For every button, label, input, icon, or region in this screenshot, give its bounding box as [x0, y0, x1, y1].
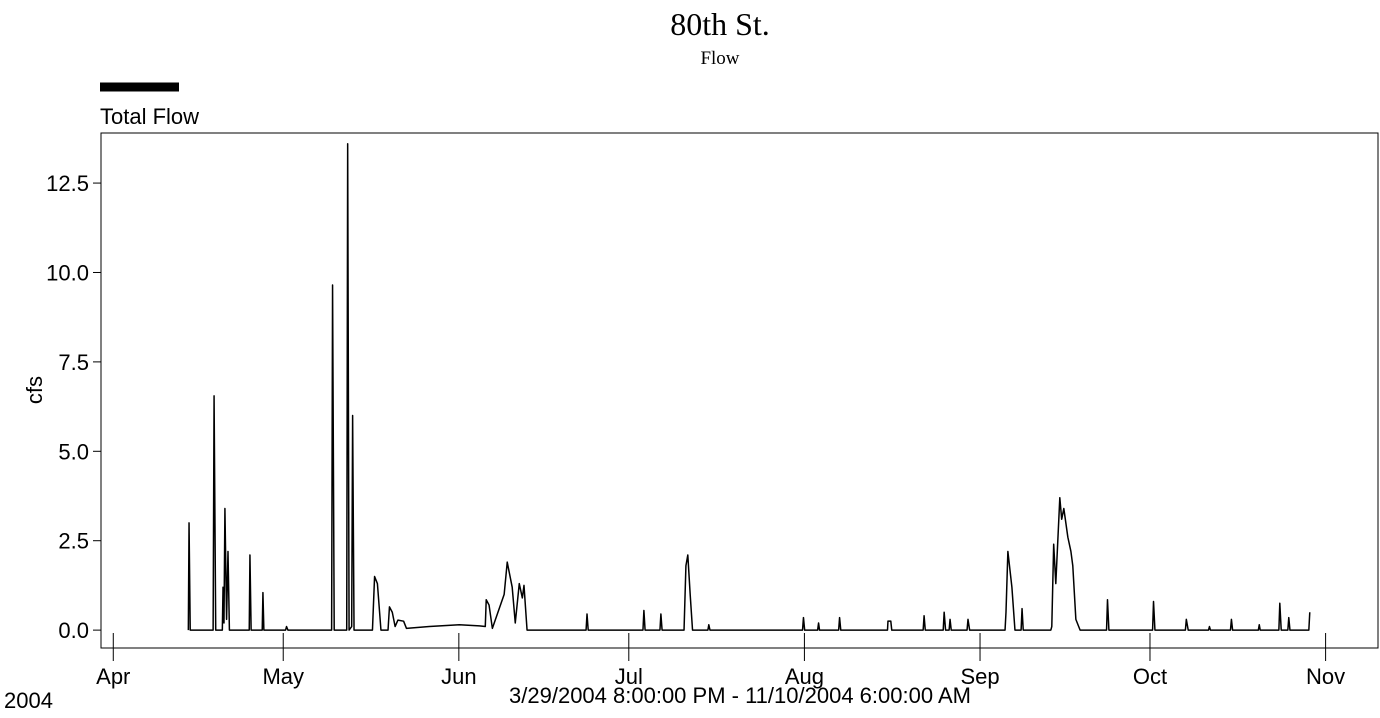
y-tick-label: 0.0	[58, 618, 89, 643]
x-tick-label: Jun	[441, 664, 476, 689]
y-tick-label: 7.5	[58, 350, 89, 375]
chart-title: 80th St.	[670, 6, 770, 42]
legend-label: Total Flow	[100, 104, 199, 129]
year-label: 2004	[4, 688, 53, 713]
y-tick-label: 10.0	[46, 260, 89, 285]
data-line	[187, 142, 1311, 631]
y-tick-label: 2.5	[58, 529, 89, 554]
x-tick-label: Sep	[960, 664, 999, 689]
x-tick-label: Nov	[1306, 664, 1345, 689]
y-tick-label: 12.5	[46, 171, 89, 196]
x-tick-label: Apr	[96, 664, 130, 689]
x-tick-label: Oct	[1133, 664, 1167, 689]
x-tick-label: Jul	[615, 664, 643, 689]
x-axis-label: 3/29/2004 8:00:00 PM - 11/10/2004 6:00:0…	[509, 683, 971, 708]
chart-subtitle: Flow	[700, 48, 739, 69]
y-axis-label: cfs	[22, 376, 47, 404]
plot-frame	[100, 132, 1379, 649]
y-tick-label: 5.0	[58, 439, 89, 464]
x-tick-label: May	[262, 664, 304, 689]
x-tick-label: Aug	[785, 664, 824, 689]
